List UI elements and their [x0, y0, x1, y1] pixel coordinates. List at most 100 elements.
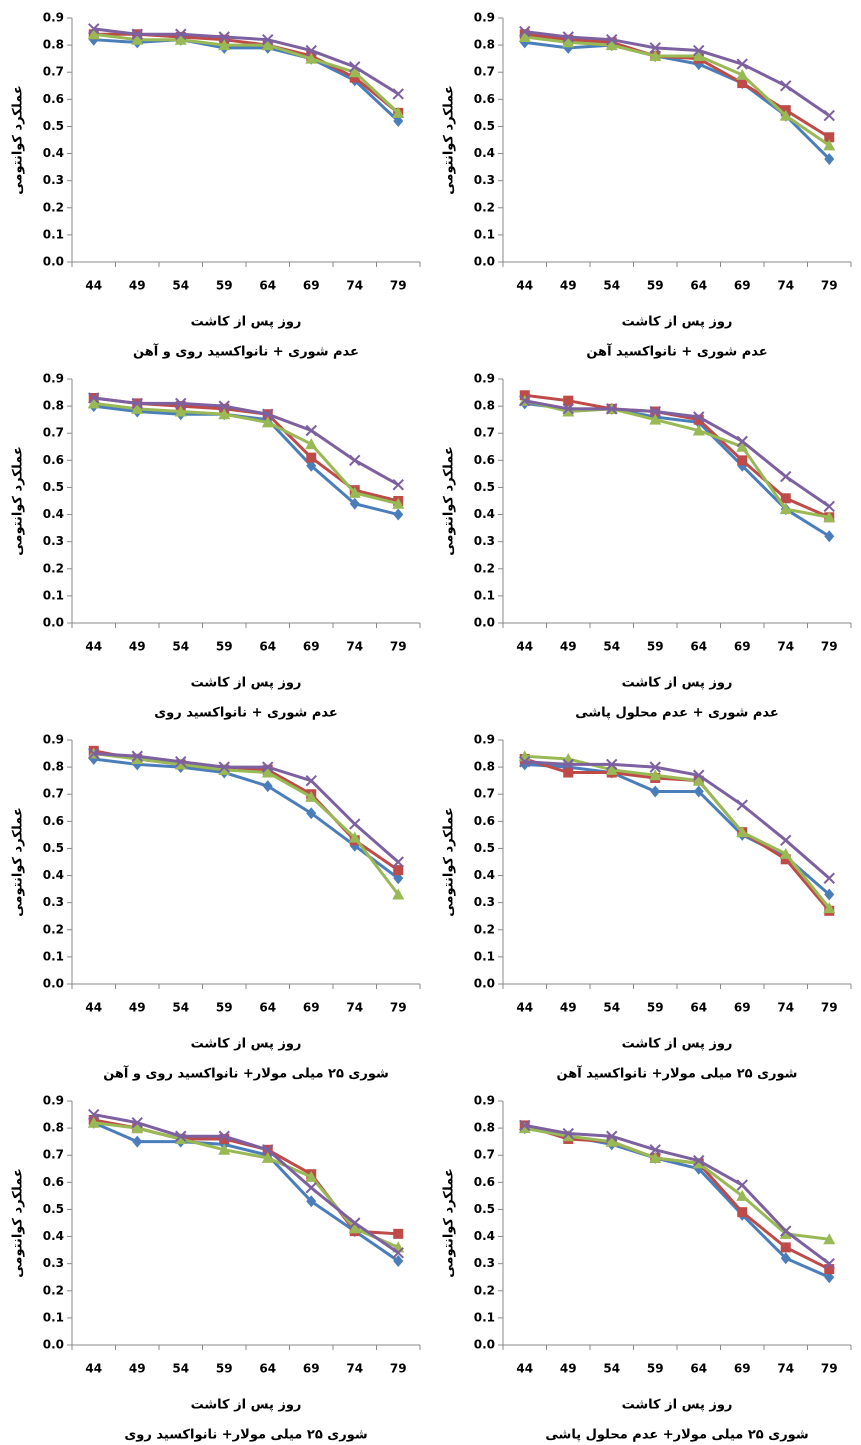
- x-marker: [606, 758, 618, 771]
- x-marker: [392, 88, 404, 100]
- x-axis-label: روز پس از کاشت: [191, 315, 302, 330]
- x-tick-label: 59: [216, 640, 233, 654]
- y-tick-label: 0.3: [474, 534, 495, 548]
- triangle-marker: [261, 766, 274, 778]
- y-tick-label: 0.5: [474, 480, 495, 494]
- x-tick-label: 64: [259, 640, 276, 654]
- triangle-marker: [174, 33, 187, 45]
- x-marker: [175, 397, 187, 410]
- triangle-marker: [305, 1170, 318, 1182]
- triangle-marker: [562, 1130, 575, 1142]
- y-tick-label: 0.7: [474, 1148, 495, 1162]
- x-marker: [649, 761, 661, 773]
- triangle-marker: [348, 486, 361, 498]
- y-tick-label: 0.4: [474, 146, 495, 160]
- square-marker: [737, 1207, 748, 1218]
- x-marker: [606, 403, 618, 415]
- x-marker: [305, 424, 317, 437]
- x-tick-label: 44: [85, 279, 102, 293]
- x-marker: [349, 61, 361, 73]
- x-tick-label: 79: [821, 1001, 838, 1015]
- y-tick-label: 0.3: [43, 895, 64, 909]
- y-tick-label: 0.1: [474, 949, 495, 963]
- triangle-marker: [649, 769, 662, 781]
- series-line: [524, 760, 831, 880]
- y-tick-label: 0.8: [474, 760, 495, 774]
- x-marker: [349, 818, 361, 830]
- square-marker: [393, 865, 404, 876]
- x-marker: [823, 872, 835, 884]
- x-marker: [305, 1182, 317, 1194]
- y-tick-label: 0.6: [43, 453, 64, 467]
- triangle-marker: [736, 68, 749, 80]
- x-tick-label: 54: [603, 1001, 620, 1015]
- y-tick-label: 0.2: [43, 200, 64, 214]
- x-tick-label: 74: [777, 1362, 794, 1376]
- y-axis-label: عملکرد کوانتومی: [11, 807, 26, 916]
- chart-caption: عدم شوری + نانواکسید روی: [154, 706, 338, 721]
- triangle-marker: [131, 33, 144, 45]
- diamond-marker: [650, 785, 661, 798]
- chart-caption: عدم شوری + نانواکسید آهن: [586, 343, 767, 360]
- y-tick-label: 0.4: [474, 507, 495, 521]
- series-line: [93, 27, 400, 96]
- triangle-marker: [305, 438, 318, 450]
- x-tick-label: 69: [303, 279, 320, 293]
- triangle-marker: [305, 52, 318, 64]
- triangle-marker: [562, 36, 575, 48]
- square-marker: [306, 452, 317, 463]
- x-tick-label: 69: [734, 640, 751, 654]
- square-marker: [780, 493, 791, 504]
- x-tick-label: 54: [172, 1001, 189, 1015]
- y-tick-label: 0.9: [474, 372, 495, 386]
- series-line: [524, 1123, 831, 1265]
- y-tick-label: 0.0: [474, 255, 495, 269]
- triangle-marker: [779, 503, 792, 515]
- x-marker: [780, 834, 792, 847]
- y-tick-label: 0.7: [43, 65, 64, 79]
- y-tick-label: 0.6: [474, 814, 495, 828]
- diamond-marker: [824, 1271, 835, 1284]
- y-tick-label: 0.3: [474, 1256, 495, 1270]
- series-line: [524, 762, 831, 896]
- y-tick-label: 0.4: [43, 507, 64, 521]
- y-tick-label: 0.6: [43, 814, 64, 828]
- x-tick-label: 64: [690, 1001, 707, 1015]
- x-tick-label: 59: [647, 640, 664, 654]
- y-tick-label: 0.6: [474, 1175, 495, 1189]
- y-axis-label: عملکرد کوانتومی: [442, 807, 457, 916]
- series-line: [93, 757, 400, 880]
- x-tick-label: 59: [647, 1362, 664, 1376]
- y-tick-label: 0.1: [474, 227, 495, 241]
- series-line: [93, 752, 400, 896]
- x-marker: [349, 454, 361, 467]
- x-axis-label: روز پس از کاشت: [622, 1398, 733, 1413]
- y-tick-label: 0.5: [43, 119, 64, 133]
- triangle-marker: [131, 1122, 144, 1134]
- x-tick-label: 69: [303, 1362, 320, 1376]
- chart: 0.0 0.1 0.2 0.3 0.4 0.5 0.6 0.7 0.8 0.9 44 49 54 59 64…: [442, 1094, 852, 1443]
- x-tick-label: 69: [734, 1362, 751, 1376]
- diamond-marker: [262, 780, 273, 793]
- square-marker: [780, 1242, 791, 1253]
- triangle-marker: [131, 402, 144, 414]
- x-tick-label: 74: [777, 640, 794, 654]
- triangle-marker: [823, 139, 836, 151]
- triangle-marker: [348, 831, 361, 843]
- y-tick-label: 0.3: [43, 173, 64, 187]
- diamond-marker: [306, 807, 317, 820]
- diamond-marker: [393, 115, 404, 128]
- x-marker: [175, 755, 187, 768]
- x-tick-label: 69: [734, 279, 751, 293]
- y-tick-label: 0.0: [43, 255, 64, 269]
- y-axis-label: عملکرد کوانتومی: [442, 1168, 457, 1277]
- x-tick-label: 59: [216, 1001, 233, 1015]
- x-axis-label: روز پس از کاشت: [622, 1037, 733, 1052]
- chart-caption: شوری ۲۵ میلی مولار+ عدم محلول پاشی: [545, 1428, 808, 1443]
- square-marker: [393, 1228, 404, 1239]
- triangle-marker: [736, 1189, 749, 1201]
- y-tick-label: 0.6: [474, 453, 495, 467]
- diamond-marker: [693, 785, 704, 798]
- x-marker: [305, 44, 317, 57]
- triangle-marker: [605, 39, 618, 51]
